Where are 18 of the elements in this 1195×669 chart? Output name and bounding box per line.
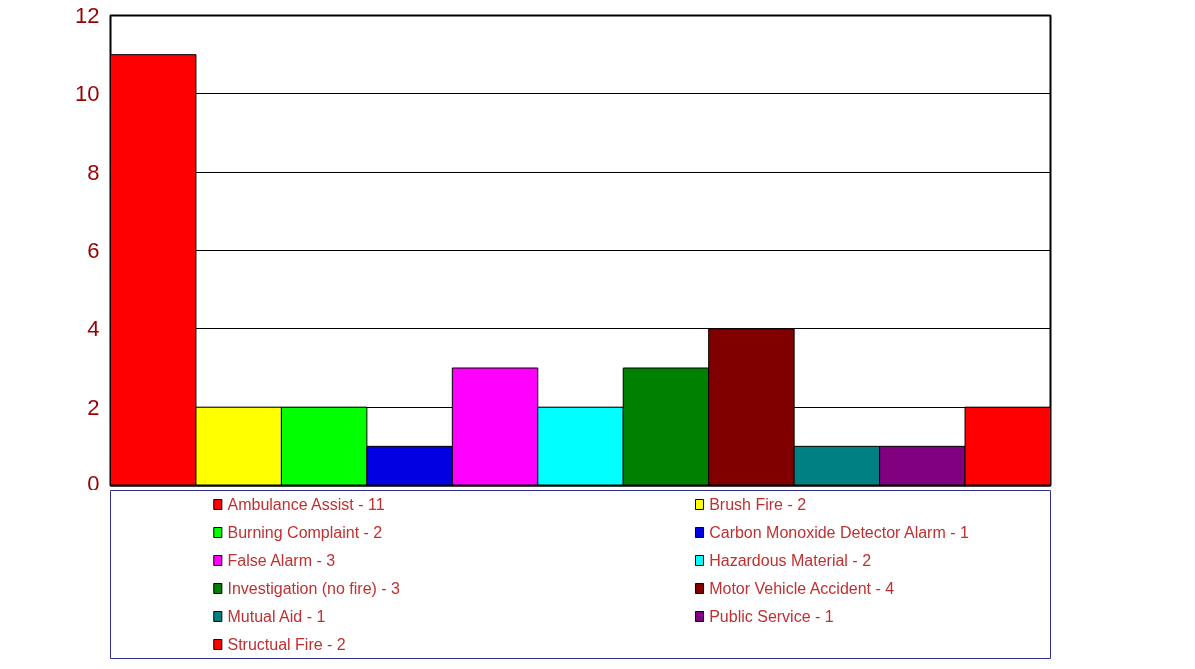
legend-label: Brush Fire - 2 bbox=[709, 496, 807, 513]
y-tick-label: 4 bbox=[87, 316, 100, 342]
legend-label: Carbon Monoxide Detector Alarm - 1 bbox=[709, 524, 969, 541]
y-tick-label: 2 bbox=[87, 394, 100, 420]
y-tick-label: 6 bbox=[87, 238, 100, 263]
y-tick-label: 10 bbox=[75, 81, 100, 107]
legend-label: Burning Complaint - 2 bbox=[227, 524, 383, 541]
legend-label: Mutual Aid - 1 bbox=[227, 608, 326, 625]
legend-label: Motor Vehicle Accident - 4 bbox=[709, 580, 895, 597]
legend-label: Investigation (no fire) - 3 bbox=[227, 580, 401, 597]
legend-label: Structual Fire - 2 bbox=[227, 636, 346, 653]
legend-label: Hazardous Material - 2 bbox=[709, 552, 872, 569]
y-tick-label: 0 bbox=[87, 470, 100, 496]
legend-label: False Alarm - 3 bbox=[227, 552, 336, 569]
legend-label: Public Service - 1 bbox=[709, 608, 834, 625]
y-tick-label: 8 bbox=[87, 159, 100, 185]
legend-label: Ambulance Assist - 11 bbox=[227, 496, 385, 513]
y-tick-label: 12 bbox=[75, 3, 100, 28]
